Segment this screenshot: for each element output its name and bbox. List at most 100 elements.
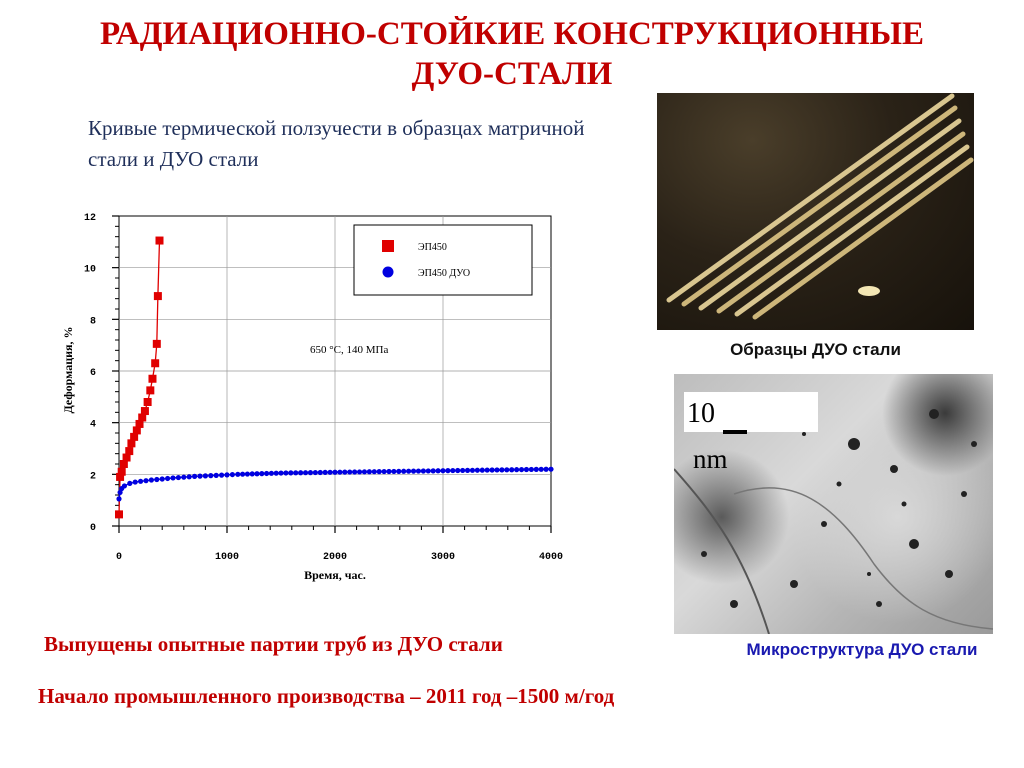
series-ep450-duo-point — [406, 468, 412, 474]
series-ep450-duo-point — [273, 470, 279, 476]
pilot-batches-note: Выпущены опытные партии труб из ДУО стал… — [44, 632, 503, 656]
y-tick-label: 0 — [90, 523, 96, 534]
series-ep450-duo-point — [347, 469, 353, 475]
series-ep450-duo-point — [548, 466, 554, 472]
series-ep450-duo-point — [450, 467, 456, 474]
series-ep450-duo-point — [504, 467, 510, 473]
series-ep450-duo-point — [143, 478, 149, 484]
slide-title-line1: РАДИАЦИОННО-СТОЙКИЕ КОНСТРУКЦИОННЫЕ — [99, 16, 925, 52]
series-ep450-duo-point — [121, 483, 127, 489]
series-ep450-duo-point — [249, 471, 255, 477]
y-tick-label: 12 — [84, 213, 96, 224]
series-ep450-duo-point — [455, 467, 461, 474]
series-ep450-duo-point — [235, 471, 241, 477]
scale-bar-unit: nm — [693, 444, 728, 474]
series-ep450-point — [153, 292, 162, 301]
duo-steel-samples-photo — [657, 93, 974, 330]
series-ep450-duo-point — [381, 468, 387, 475]
x-tick-label: 0 — [116, 552, 122, 563]
series-ep450-point — [115, 510, 123, 519]
series-ep450-duo-point — [464, 467, 471, 473]
series-ep450-duo-point — [342, 469, 348, 475]
series-ep450-point — [117, 467, 126, 476]
x-tick-label: 1000 — [215, 552, 239, 563]
series-ep450-duo-point — [371, 469, 377, 475]
series-ep450-duo-point — [278, 470, 284, 476]
series-ep450-point — [151, 359, 160, 368]
series-ep450-duo-point — [138, 478, 144, 484]
series-ep450-duo-point — [213, 472, 219, 478]
series-ep450-point — [127, 439, 136, 448]
series-ep450-duo-point — [240, 471, 246, 477]
chart-tick-labels: 0 1000 2000 3000 4000 0 2 4 6 8 10 12 — [84, 213, 563, 563]
production-start-note: Начало промышленного производства – 2011… — [38, 684, 615, 708]
chart-legend: ЭП450 ЭП450 ДУО — [353, 224, 533, 296]
series-ep450-duo-point — [435, 468, 441, 474]
series-ep450-duo-point — [396, 468, 402, 474]
scale-bar — [723, 430, 747, 434]
y-tick-label: 10 — [84, 265, 96, 276]
series-ep450-duo-point — [499, 467, 505, 473]
series-ep450-duo-point — [170, 475, 176, 481]
series-ep450-point — [155, 236, 164, 245]
series-ep450-point — [143, 398, 152, 406]
series-ep450-point — [146, 386, 155, 395]
legend-marker-ep450-duo — [382, 266, 394, 278]
series-ep450-duo-point — [327, 469, 333, 475]
series-ep450-duo-point — [425, 468, 431, 474]
series-ep450-duo-point — [489, 467, 495, 473]
x-tick-label: 2000 — [323, 552, 347, 563]
series-ep450-duo-point — [523, 466, 530, 473]
creep-chart: 0 1000 2000 3000 4000 0 2 4 6 8 10 12 ЭП450 ЭП450 Д… — [61, 213, 563, 582]
series-ep450-duo-point — [484, 467, 490, 473]
series-ep450-duo-point — [224, 472, 230, 478]
x-tick-label: 3000 — [431, 552, 455, 563]
series-ep450-duo-point — [410, 468, 417, 474]
series-ep450-duo-point — [264, 470, 270, 477]
series-ep450-duo-point — [366, 469, 372, 475]
series-ep450-duo-point — [259, 471, 265, 477]
series-ep450-point — [116, 472, 125, 481]
series-ep450-duo-point — [192, 473, 198, 479]
series-ep450-duo-point — [127, 480, 133, 486]
series-ep450-duo-point — [356, 469, 363, 475]
series-ep450-duo-point — [528, 466, 534, 473]
y-tick-label: 2 — [90, 471, 96, 482]
legend-label-ep450-duo: ЭП450 ДУО — [418, 268, 470, 279]
photo1-caption: Образцы ДУО стали — [730, 340, 901, 359]
legend-marker-ep450 — [382, 240, 394, 252]
series-ep450-point — [125, 447, 134, 456]
series-ep450-duo-point — [445, 468, 451, 474]
series-ep450-duo-point — [543, 466, 549, 472]
series-ep450-duo-point — [415, 468, 422, 474]
series-ep450-duo-point — [337, 469, 343, 475]
series-ep450-duo-point — [479, 467, 485, 473]
series-ep450-duo-point — [352, 469, 358, 475]
series-ep450-duo-point — [244, 471, 250, 477]
y-tick-label: 8 — [90, 316, 96, 327]
series-ep450-duo-point — [159, 476, 165, 482]
x-axis-label: Время, час. — [304, 568, 366, 582]
series-ep450-duo-point — [132, 479, 138, 485]
series-ep450-duo-point — [298, 470, 304, 476]
series-ep450-duo-point — [469, 467, 476, 473]
series-ep450-duo-point — [509, 467, 515, 473]
y-tick-label: 6 — [90, 368, 96, 379]
slide-title-line2: ДУО-СТАЛИ — [411, 56, 613, 92]
series-ep450-point — [132, 426, 141, 435]
scale-bar-background — [684, 392, 818, 432]
series-ep450-duo-point — [229, 471, 235, 478]
series-ep450-duo-point — [268, 470, 274, 476]
x-tick-label: 4000 — [539, 552, 563, 563]
series-ep450-duo-point — [420, 468, 426, 474]
series-ep450-duo-point — [533, 466, 539, 472]
series-ep450-duo-point — [116, 496, 122, 502]
series-ep450-duo-point — [208, 473, 214, 479]
series-ep450-duo-point — [386, 468, 392, 475]
series-ep450-duo-point — [202, 473, 208, 479]
series-ep450-duo-point — [474, 467, 480, 473]
series-ep450-point — [148, 374, 157, 383]
series-ep450-duo-point — [430, 468, 436, 474]
series-ep450-duo-point — [197, 473, 203, 479]
series-ep450-duo-point — [538, 466, 544, 472]
